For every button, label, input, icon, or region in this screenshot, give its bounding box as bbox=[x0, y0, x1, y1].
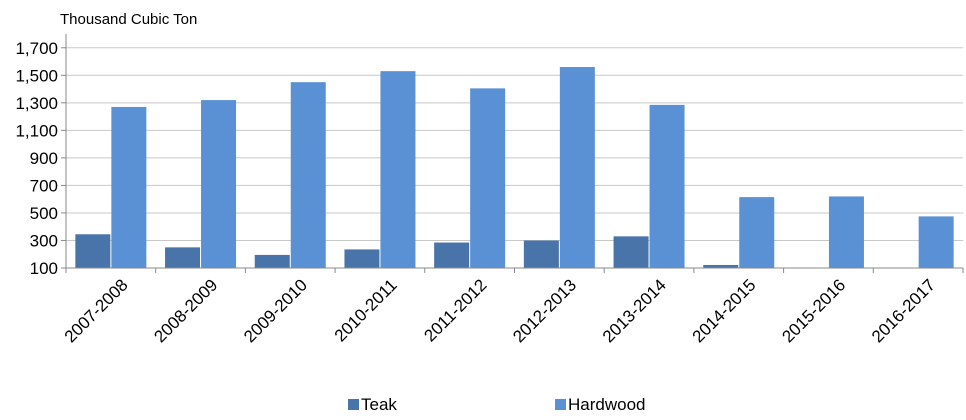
x-category-label: 2016-2017 bbox=[868, 275, 939, 346]
x-category-label: 2008-2009 bbox=[150, 275, 221, 346]
y-tick-label: 1,500 bbox=[15, 66, 58, 85]
bar-hardwood-2013-2014 bbox=[649, 104, 685, 268]
bar-hardwood-2010-2011 bbox=[380, 71, 416, 268]
y-tick-label: 100 bbox=[30, 259, 58, 278]
bar-teak-2013-2014 bbox=[613, 236, 649, 268]
y-tick-label: 700 bbox=[30, 176, 58, 195]
bar-hardwood-2016-2017 bbox=[918, 216, 954, 268]
bar-teak-2007-2008 bbox=[75, 234, 111, 268]
y-tick-label: 1,100 bbox=[15, 121, 58, 140]
y-tick-label: 300 bbox=[30, 231, 58, 250]
y-axis-title: Thousand Cubic Ton bbox=[60, 11, 197, 28]
legend-swatch-hardwood bbox=[555, 399, 566, 410]
x-category-label: 2015-2016 bbox=[778, 275, 849, 346]
y-tick-label: 900 bbox=[30, 149, 58, 168]
y-tick-label: 1,700 bbox=[15, 39, 58, 58]
bar-teak-2008-2009 bbox=[165, 247, 201, 268]
y-tick-label: 500 bbox=[30, 204, 58, 223]
bar-hardwood-2015-2016 bbox=[828, 196, 864, 268]
bar-teak-2014-2015 bbox=[703, 264, 739, 268]
bar-teak-2010-2011 bbox=[344, 249, 380, 268]
legend-label-hardwood: Hardwood bbox=[568, 395, 646, 414]
x-category-label: 2014-2015 bbox=[689, 275, 760, 346]
x-category-label: 2009-2010 bbox=[240, 275, 311, 346]
bar-teak-2011-2012 bbox=[434, 242, 470, 268]
x-category-label: 2013-2014 bbox=[599, 275, 670, 346]
bar-teak-2012-2013 bbox=[523, 240, 559, 268]
y-tick-label: 1,300 bbox=[15, 94, 58, 113]
legend-label-teak: Teak bbox=[361, 395, 397, 414]
bar-hardwood-2012-2013 bbox=[559, 67, 595, 268]
bar-hardwood-2008-2009 bbox=[201, 100, 237, 268]
x-category-label: 2012-2013 bbox=[509, 275, 580, 346]
x-category-label: 2010-2011 bbox=[331, 275, 401, 345]
bar-hardwood-2007-2008 bbox=[111, 106, 147, 268]
bar-hardwood-2009-2010 bbox=[290, 82, 326, 268]
legend-swatch-teak bbox=[348, 399, 359, 410]
x-category-label: 2007-2008 bbox=[61, 275, 132, 346]
bar-hardwood-2014-2015 bbox=[739, 197, 775, 268]
bar-hardwood-2011-2012 bbox=[470, 88, 506, 268]
x-category-label: 2011-2012 bbox=[420, 275, 490, 345]
bar-teak-2009-2010 bbox=[254, 254, 290, 268]
